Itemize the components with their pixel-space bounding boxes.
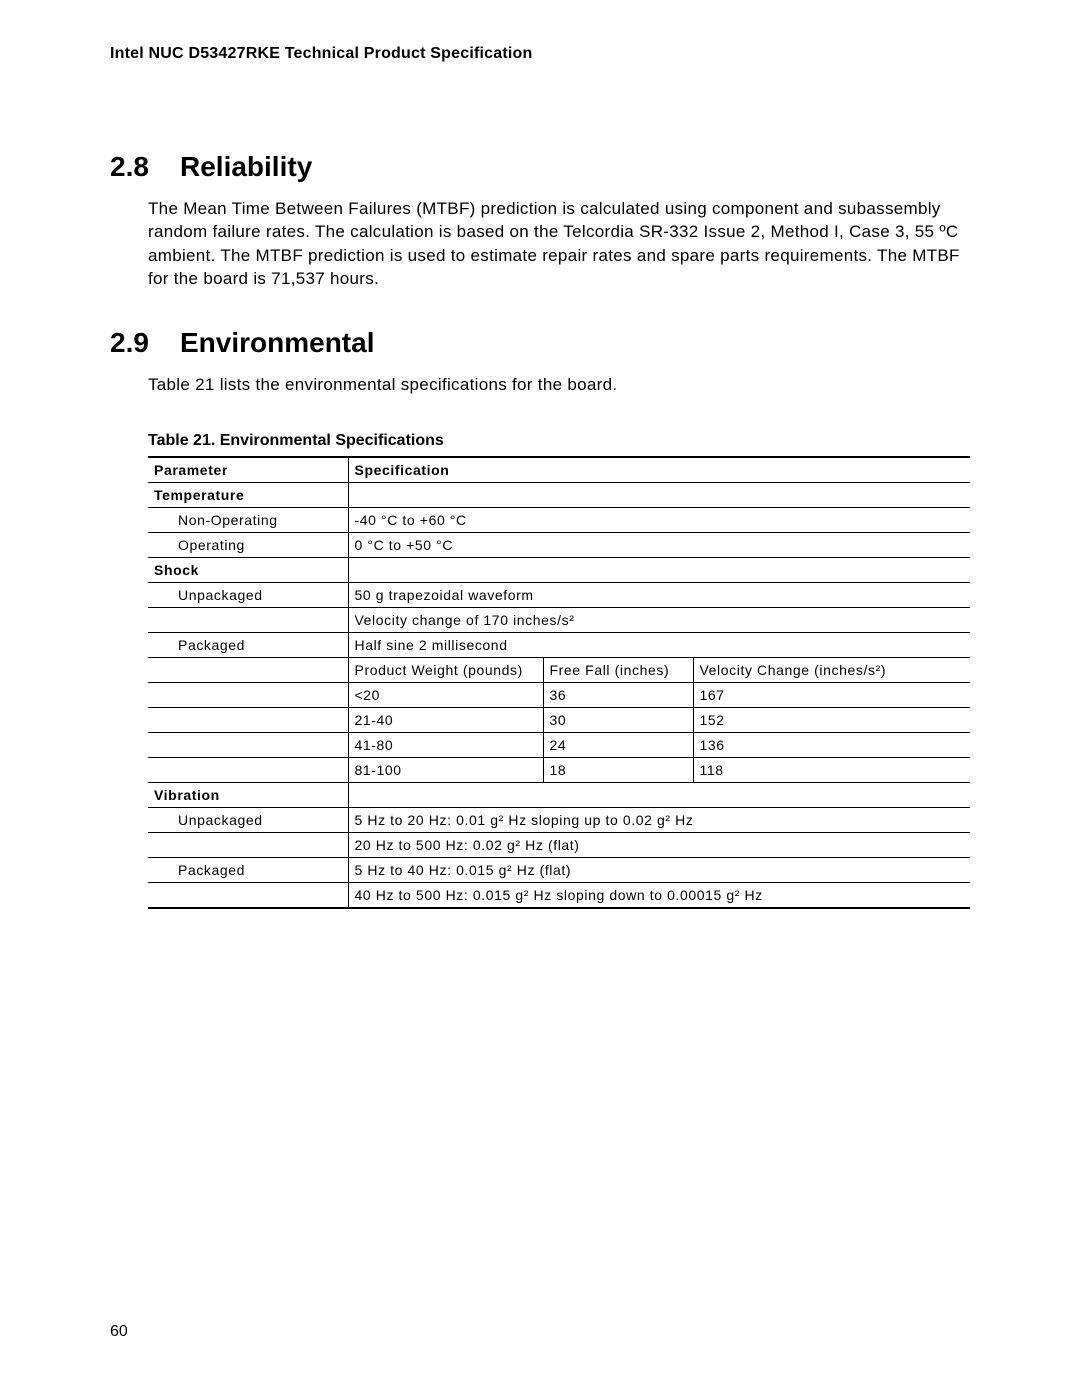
cell-vibration-pkg-1: 5 Hz to 40 Hz: 0.015 g² Hz (flat): [348, 858, 970, 883]
cell-fall-3: 24: [543, 733, 693, 758]
section-title: Environmental: [180, 327, 374, 359]
running-header: Intel NUC D53427RKE Technical Product Sp…: [110, 45, 970, 63]
th-parameter: Parameter: [148, 457, 348, 483]
th-product-weight: Product Weight (pounds): [348, 658, 543, 683]
row-shock-unpackaged: Unpackaged: [148, 583, 348, 608]
row-vibration-unpackaged: Unpackaged: [148, 808, 348, 833]
row-shock: Shock: [148, 558, 348, 583]
row-vibration: Vibration: [148, 783, 348, 808]
cell-weight-3: 41-80: [348, 733, 543, 758]
cell-weight-4: 81-100: [348, 758, 543, 783]
th-free-fall: Free Fall (inches): [543, 658, 693, 683]
cell-operating-value: 0 °C to +50 °C: [348, 533, 970, 558]
section-title: Reliability: [180, 151, 312, 183]
cell-vel-3: 136: [693, 733, 970, 758]
cell-shock-unpackaged-2: Velocity change of 170 inches/s²: [348, 608, 970, 633]
cell-fall-1: 36: [543, 683, 693, 708]
th-velocity-change: Velocity Change (inches/s²): [693, 658, 970, 683]
cell-vibration-unp-1: 5 Hz to 20 Hz: 0.01 g² Hz sloping up to …: [348, 808, 970, 833]
row-vibration-packaged: Packaged: [148, 858, 348, 883]
th-specification: Specification: [348, 457, 970, 483]
cell-empty: [148, 683, 348, 708]
cell-empty: [148, 733, 348, 758]
page: Intel NUC D53427RKE Technical Product Sp…: [0, 0, 1080, 1397]
cell-empty: [148, 658, 348, 683]
cell-empty: [148, 608, 348, 633]
section-2-8-heading: 2.8 Reliability: [110, 151, 970, 183]
cell-empty: [348, 558, 970, 583]
page-number: 60: [110, 1323, 128, 1341]
row-shock-packaged: Packaged: [148, 633, 348, 658]
cell-shock-packaged: Half sine 2 millisecond: [348, 633, 970, 658]
cell-vel-1: 167: [693, 683, 970, 708]
table-caption: Table 21. Environmental Specifications: [148, 432, 970, 450]
row-non-operating: Non-Operating: [148, 508, 348, 533]
environmental-spec-table: Parameter Specification Temperature Non-…: [148, 456, 970, 909]
section-2-9-heading: 2.9 Environmental: [110, 327, 970, 359]
cell-empty: [148, 833, 348, 858]
cell-empty: [348, 483, 970, 508]
cell-vibration-unp-2: 20 Hz to 500 Hz: 0.02 g² Hz (flat): [348, 833, 970, 858]
row-operating: Operating: [148, 533, 348, 558]
cell-weight-2: 21-40: [348, 708, 543, 733]
cell-empty: [148, 708, 348, 733]
row-temperature: Temperature: [148, 483, 348, 508]
cell-empty: [348, 783, 970, 808]
section-2-9-body: Table 21 lists the environmental specifi…: [148, 373, 970, 396]
cell-empty: [148, 883, 348, 909]
cell-vel-2: 152: [693, 708, 970, 733]
cell-non-operating-value: -40 °C to +60 °C: [348, 508, 970, 533]
cell-vel-4: 118: [693, 758, 970, 783]
cell-shock-unpackaged-1: 50 g trapezoidal waveform: [348, 583, 970, 608]
cell-empty: [148, 758, 348, 783]
cell-fall-2: 30: [543, 708, 693, 733]
section-number: 2.8: [110, 151, 180, 183]
section-2-8-body: The Mean Time Between Failures (MTBF) pr…: [148, 197, 970, 291]
section-number: 2.9: [110, 327, 180, 359]
cell-weight-1: <20: [348, 683, 543, 708]
cell-vibration-pkg-2: 40 Hz to 500 Hz: 0.015 g² Hz sloping dow…: [348, 883, 970, 909]
cell-fall-4: 18: [543, 758, 693, 783]
